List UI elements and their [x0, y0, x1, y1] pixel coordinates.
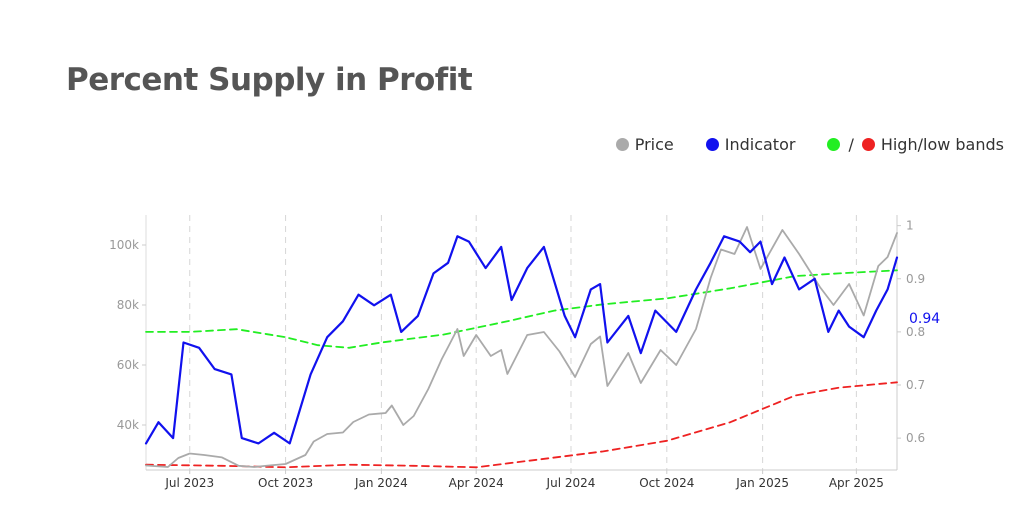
right-y-tick-label: 0.9	[906, 272, 925, 286]
x-tick-label: Oct 2023	[258, 476, 313, 490]
left-y-tick-label: 80k	[117, 298, 139, 312]
left-y-tick-label: 40k	[117, 418, 139, 432]
legend-item-bands[interactable]: / High/low bands	[827, 135, 1004, 154]
price-legend-dot-icon	[615, 138, 629, 151]
x-tick-label: Apr 2024	[449, 476, 504, 490]
legend-item-indicator[interactable]: Indicator	[705, 135, 796, 154]
x-tick-label: Jan 2024	[354, 476, 408, 490]
series-line-low-band	[145, 381, 898, 469]
x-tick-label: Jul 2023	[164, 476, 214, 490]
right-y-tick-label: 0.8	[906, 325, 925, 339]
x-tick-label: Jul 2024	[546, 476, 596, 490]
series-line-price	[145, 226, 898, 468]
right-y-tick-label: 0.6	[906, 431, 925, 445]
page-title: Percent Supply in Profit	[66, 62, 473, 98]
legend-label-price: Price	[634, 135, 674, 154]
right-y-tick-label: 0.7	[906, 378, 925, 392]
right-y-tick-label: 1	[906, 219, 914, 233]
series-line-high-band	[145, 269, 898, 349]
series-line-indicator	[144, 235, 899, 445]
legend-label-bands: High/low bands	[880, 135, 1004, 154]
legend: Price Indicator / High/low bands	[615, 135, 1004, 154]
x-tick-label: Apr 2025	[829, 476, 884, 490]
left-y-tick-label: 60k	[117, 358, 139, 372]
x-tick-label: Oct 2024	[639, 476, 694, 490]
legend-label-indicator: Indicator	[724, 135, 796, 154]
left-y-tick-label: 100k	[109, 238, 139, 252]
x-tick-label: Jan 2025	[735, 476, 789, 490]
legend-item-price[interactable]: Price	[615, 135, 674, 154]
legend-separator: /	[848, 135, 854, 154]
indicator-legend-dot-icon	[705, 138, 719, 151]
indicator-last-value-label: 0.94	[909, 311, 940, 327]
low-band-legend-dot-icon	[861, 138, 875, 151]
high-band-legend-dot-icon	[827, 138, 841, 151]
